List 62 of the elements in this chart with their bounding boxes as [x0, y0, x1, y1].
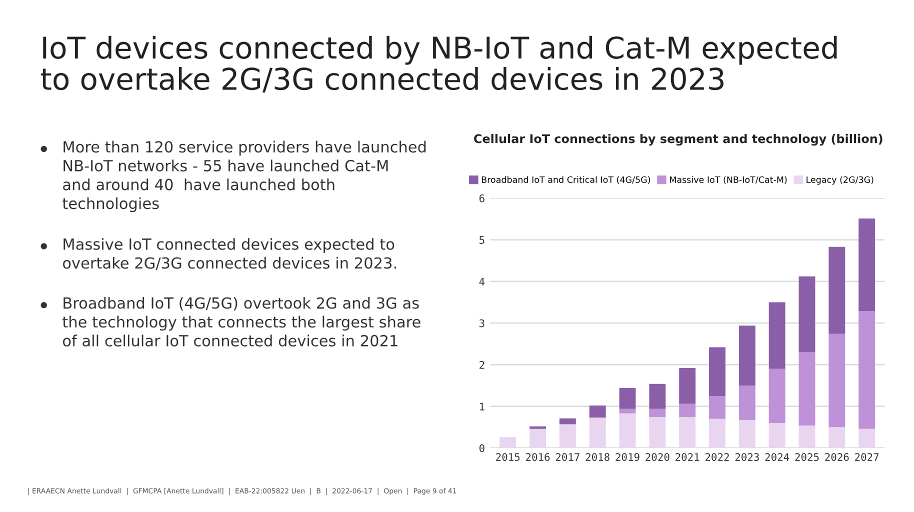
bar	[738, 386, 756, 420]
bar	[738, 420, 756, 448]
bar	[828, 427, 846, 448]
bar	[858, 218, 876, 311]
x-tick-label: 2022	[705, 453, 729, 461]
bar	[530, 428, 546, 448]
bar	[559, 418, 576, 424]
bar	[649, 408, 666, 418]
bar	[530, 426, 546, 429]
x-tick-label: 2023	[735, 453, 759, 461]
bar	[738, 326, 756, 386]
text: More than 120 service providers have launched NB-IoT networks - 55 have launched Cat-M and around 40 have launched both technologies	[62, 140, 426, 212]
legend-label: Massive IoT (NB-IoT/Cat-M)	[670, 176, 787, 184]
legend-label: Broadband IoT and Critical IoT (4G/5G)	[482, 176, 650, 184]
x-tick-label: 2016	[526, 453, 550, 461]
legend-label: Legacy (2G/3G)	[806, 176, 874, 185]
bar	[768, 302, 786, 369]
y-tick-label: 1	[480, 402, 484, 410]
x-tick-label: 2026	[825, 453, 849, 461]
bar	[858, 428, 876, 448]
x-tick-label: 2017	[556, 453, 580, 461]
bar	[619, 388, 636, 409]
y-tick-label: 4	[479, 278, 485, 286]
bar	[709, 418, 726, 448]
y-tick-label: 5	[480, 236, 484, 244]
chart-subtitle: Cellular IoT connections by segment and technology (billion)	[474, 134, 882, 146]
bar	[589, 406, 606, 418]
x-tick-label: 2019	[616, 453, 640, 461]
bar	[798, 276, 816, 352]
bar	[619, 413, 636, 448]
bar	[649, 417, 666, 448]
text: Massive IoT connected devices expected to overtake 2G/3G connected devices in 2023.	[62, 238, 396, 270]
y-tick-label: 6	[479, 194, 484, 202]
bar	[589, 418, 606, 448]
y-tick-label: 3	[479, 319, 484, 328]
bar	[828, 246, 846, 334]
bar	[798, 352, 816, 426]
x-tick-label: 2020	[646, 453, 670, 461]
bar	[679, 404, 696, 418]
x-tick-label: 2018	[586, 453, 610, 461]
bar	[858, 310, 876, 429]
x-tick-label: 2024	[765, 453, 790, 461]
bar	[709, 347, 726, 396]
bar	[619, 408, 636, 414]
x-tick-label: 2015	[496, 453, 520, 461]
bar	[679, 368, 696, 404]
bar	[798, 426, 816, 448]
bar	[679, 417, 696, 448]
bar	[828, 334, 846, 428]
bar	[768, 423, 786, 448]
y-tick-label: 2	[480, 360, 484, 369]
bar	[649, 384, 666, 409]
text: Broadband IoT (4G/5G) overtook 2G and 3G as the technology that connects the largest share of all cellular IoT connected devices in 2021	[62, 296, 420, 346]
bar	[500, 437, 516, 448]
bar	[709, 396, 726, 419]
bar	[768, 368, 786, 424]
chart-title: IoT devices connected by NB-IoT and Cat-M expected to overtake 2G/3G connected devices in 2023	[41, 36, 837, 92]
x-tick-label: 2025	[795, 453, 819, 461]
x-tick-label: 2021	[676, 453, 700, 461]
x-tick-label: 2027	[855, 453, 879, 461]
bar	[559, 424, 576, 448]
y-tick-label: 0	[479, 444, 484, 452]
